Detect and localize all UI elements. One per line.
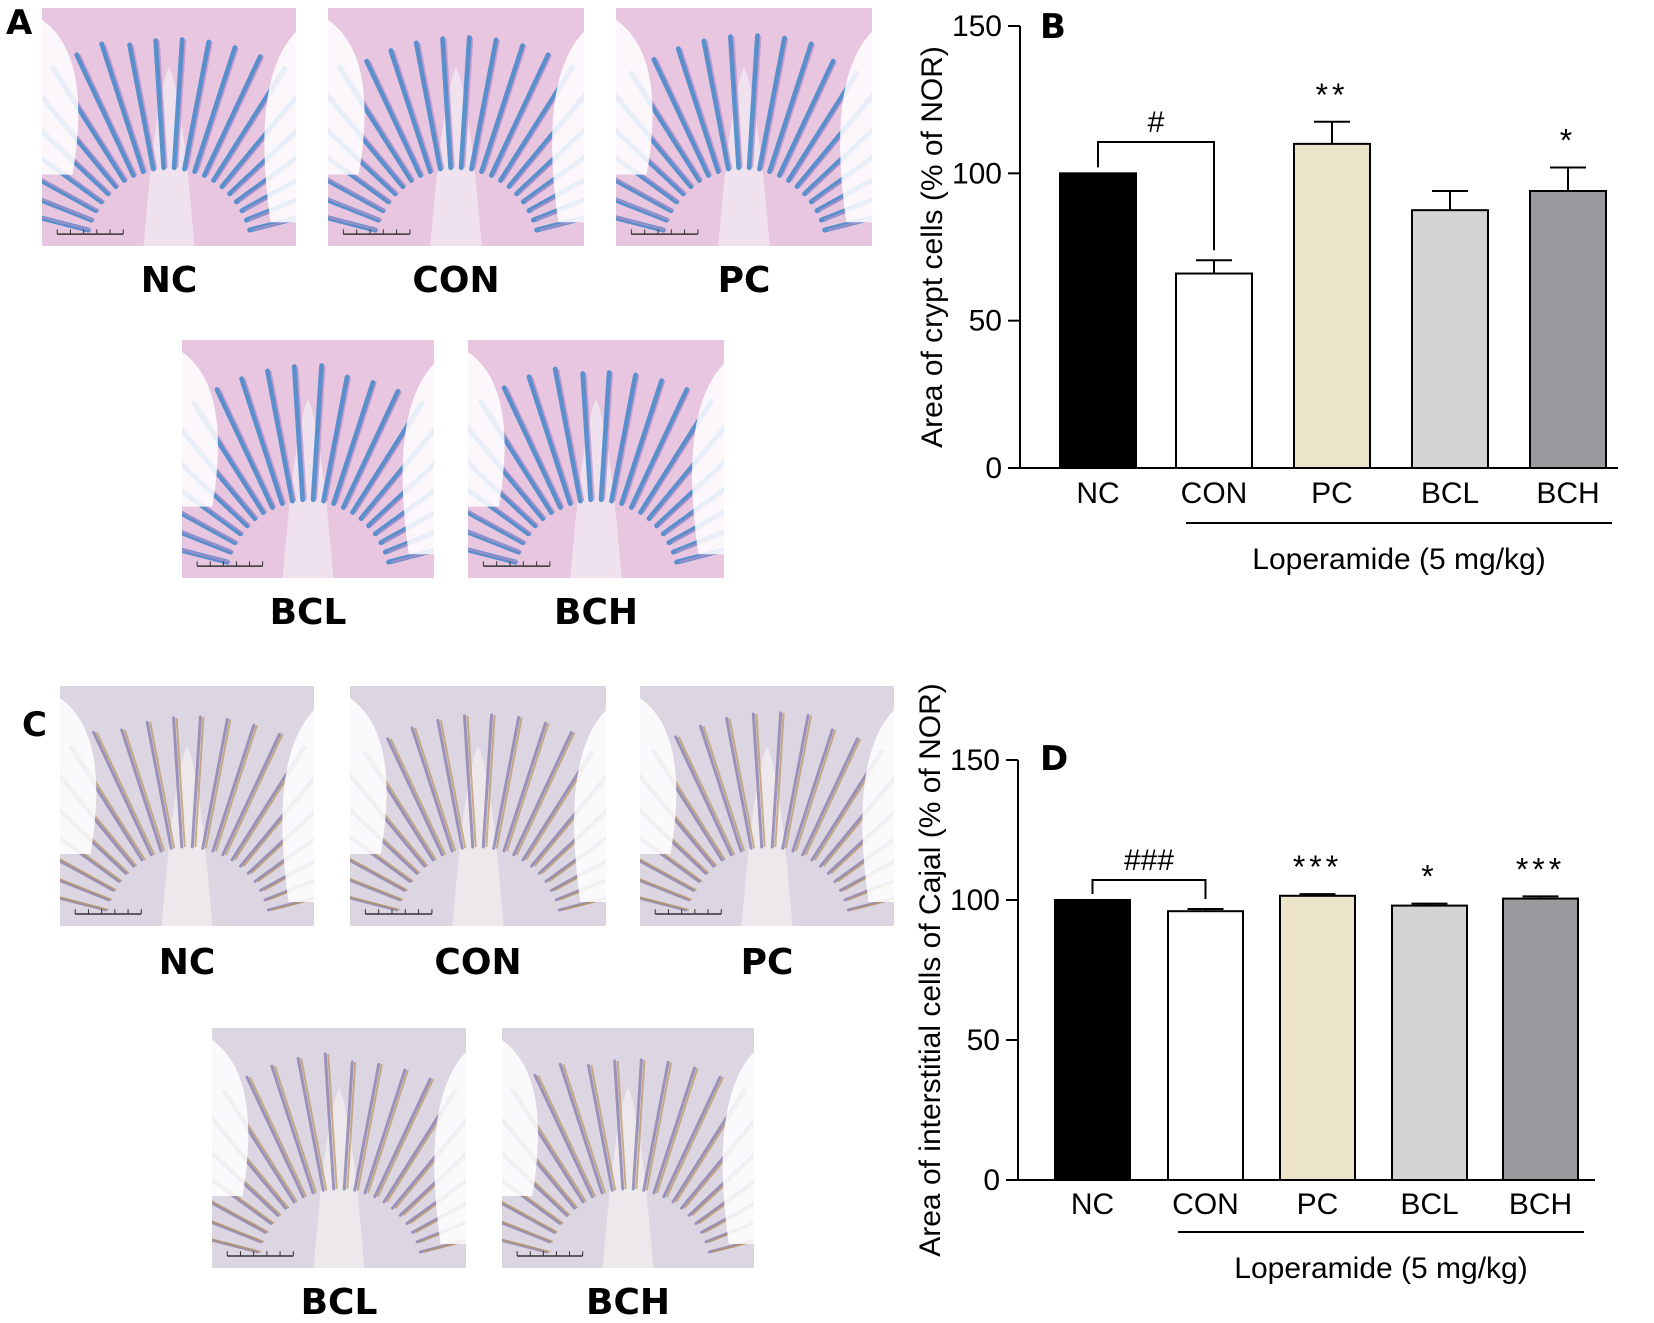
- panel-letter-b: B: [1040, 7, 1066, 47]
- micrograph-label-c-bcl: BCL: [300, 1282, 378, 1323]
- y-axis-label: Area of interstitial cells of Cajal (% o…: [914, 683, 947, 1257]
- micrograph-a-con: [328, 8, 584, 246]
- comparison-label: ###: [1124, 844, 1174, 877]
- comparison-bracket: [1097, 141, 1215, 251]
- micrograph-label-a-con: CON: [412, 260, 500, 301]
- micrograph-label-a-pc: PC: [717, 260, 771, 301]
- tissue-section-image: [350, 686, 606, 926]
- micrograph-label-c-bch: BCH: [586, 1282, 670, 1323]
- x-tick-label: PC: [1311, 477, 1353, 510]
- micrograph-c-pc: [640, 686, 894, 926]
- x-tick-label: PC: [1297, 1188, 1339, 1221]
- bar-nc: [1054, 899, 1131, 1181]
- significance-marker: *: [1421, 859, 1437, 895]
- micrograph-c-con: [350, 686, 606, 926]
- micrograph-label-c-pc: PC: [740, 942, 794, 983]
- tissue-section-image: [42, 8, 296, 246]
- y-axis-label: Area of crypt cells (% of NOR): [916, 46, 949, 448]
- micrograph-label-a-bch: BCH: [554, 592, 638, 633]
- bar-bch: [1502, 897, 1579, 1181]
- x-tick-label: NC: [1076, 477, 1119, 510]
- y-tick-label: 100: [952, 157, 1002, 190]
- micrograph-label-a-nc: NC: [140, 260, 198, 301]
- panel-letter-a: A: [6, 3, 33, 43]
- significance-marker: *: [1560, 122, 1576, 158]
- y-tick-label: 150: [950, 744, 1000, 777]
- x-axis-label: Loperamide (5 mg/kg): [1252, 543, 1545, 576]
- bar-bcl: [1391, 904, 1468, 1181]
- micrograph-label-c-nc: NC: [158, 942, 216, 983]
- x-tick-label: BCL: [1421, 477, 1479, 510]
- y-tick-label: 150: [952, 10, 1002, 43]
- panel-letter-d: D: [1040, 739, 1069, 779]
- bar-bch: [1529, 190, 1607, 469]
- x-tick-label: BCH: [1536, 477, 1599, 510]
- x-tick-label: CON: [1181, 477, 1248, 510]
- y-tick-label: 0: [983, 1164, 1000, 1197]
- y-tick-label: 0: [985, 452, 1002, 485]
- bar-con: [1175, 272, 1253, 469]
- y-tick-label: 50: [969, 305, 1002, 338]
- micrograph-a-pc: [616, 8, 872, 246]
- significance-marker: **: [1316, 77, 1349, 113]
- comparison-bracket: [1091, 879, 1207, 899]
- tissue-section-image: [328, 8, 584, 246]
- tissue-section-image: [616, 8, 872, 246]
- x-tick-label: CON: [1172, 1188, 1239, 1221]
- significance-marker: ***: [1293, 849, 1342, 885]
- tissue-section-image: [182, 340, 434, 578]
- bar-pc: [1279, 894, 1356, 1181]
- tissue-section-image: [468, 340, 724, 578]
- x-tick-label: BCL: [1400, 1188, 1458, 1221]
- micrograph-c-bch: [502, 1028, 754, 1268]
- micrograph-a-nc: [42, 8, 296, 246]
- x-tick-label: NC: [1071, 1188, 1114, 1221]
- x-tick-label: BCH: [1509, 1188, 1572, 1221]
- x-axis-label: Loperamide (5 mg/kg): [1234, 1252, 1527, 1285]
- tissue-section-image: [212, 1028, 466, 1268]
- tissue-section-image: [502, 1028, 754, 1268]
- significance-marker: ***: [1516, 851, 1565, 887]
- bar-nc: [1059, 172, 1137, 469]
- micrograph-a-bch: [468, 340, 724, 578]
- micrograph-label-c-con: CON: [434, 942, 522, 983]
- micrograph-c-nc: [60, 686, 314, 926]
- bar-bcl: [1411, 209, 1489, 470]
- micrograph-a-bcl: [182, 340, 434, 578]
- micrograph-c-bcl: [212, 1028, 466, 1268]
- micrograph-label-a-bcl: BCL: [269, 592, 347, 633]
- panel-letter-c: C: [22, 705, 47, 745]
- tissue-section-image: [60, 686, 314, 926]
- y-tick-label: 50: [967, 1024, 1000, 1057]
- bar-con: [1167, 910, 1244, 1181]
- tissue-section-image: [640, 686, 894, 926]
- comparison-label: #: [1148, 106, 1165, 139]
- bar-pc: [1293, 142, 1371, 469]
- y-tick-label: 100: [950, 884, 1000, 917]
